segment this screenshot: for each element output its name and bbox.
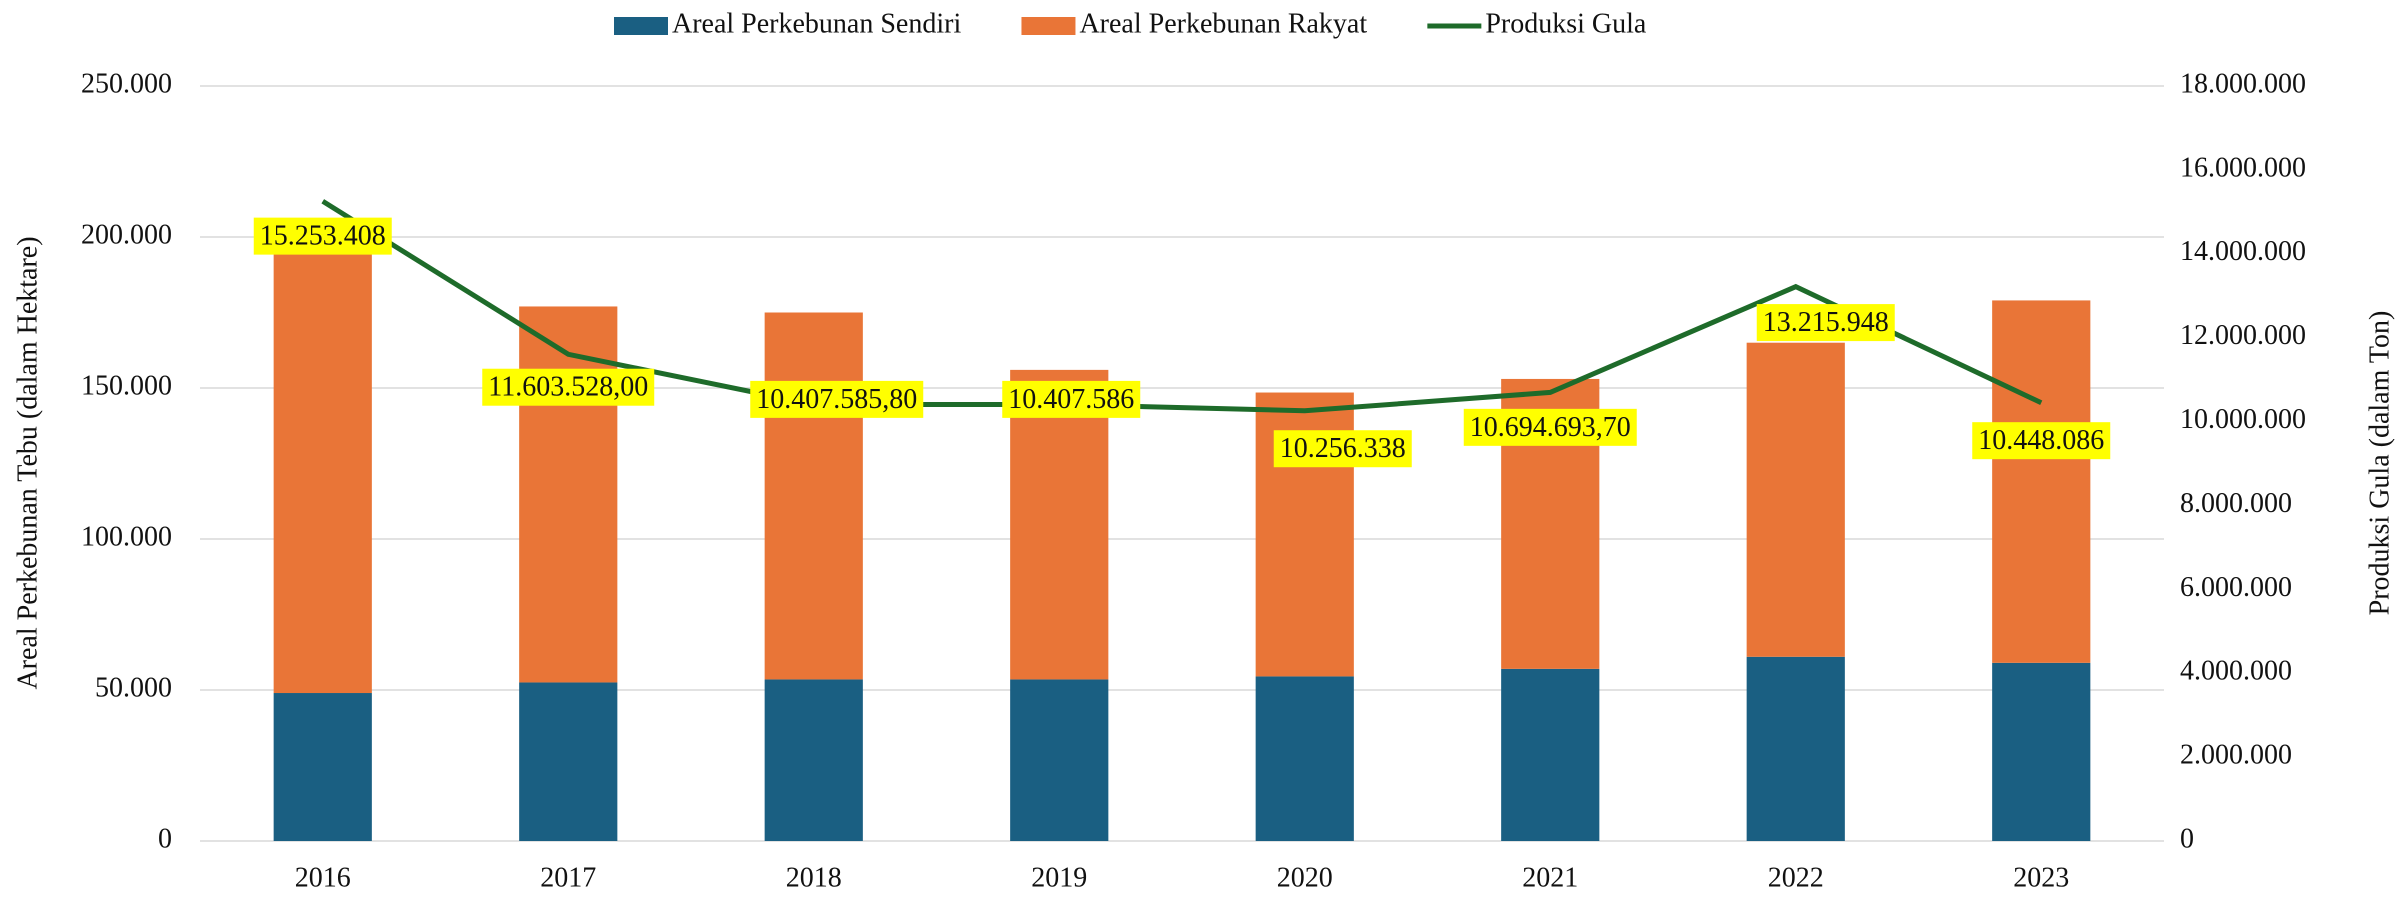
y2-tick-label: 0	[2180, 823, 2194, 854]
legend-label: Produksi Gula	[1485, 8, 1647, 39]
y2-tick-label: 2.000.000	[2180, 740, 2292, 771]
y-tick-label: 250.000	[81, 68, 172, 99]
bar	[519, 682, 618, 841]
bar	[764, 312, 863, 680]
data-label-text: 15.253.408	[260, 221, 386, 252]
data-label-bg	[253, 217, 392, 255]
x-tick-label: 2019	[1031, 862, 1087, 893]
y2-tick-label: 18.000.000	[2180, 68, 2306, 99]
data-label: 15.253.408	[253, 217, 392, 255]
legend-label: Areal Perkebunan Sendiri	[672, 8, 961, 39]
data-label-bg	[482, 368, 655, 406]
legend: Areal Perkebunan Sendiri Areal Perkebunan…	[614, 8, 1647, 39]
x-tick-label: 2017	[540, 862, 596, 893]
data-label-text: 10.407.585,80	[756, 384, 917, 415]
data-label-bg	[1972, 422, 2111, 460]
y2-tick-label: 10.000.000	[2180, 404, 2306, 435]
data-label-text: 11.603.528,00	[488, 372, 648, 403]
data-label: 10.407.585,80	[750, 380, 924, 418]
y-tick-label: 200.000	[81, 219, 172, 250]
data-label-text: 10.256.338	[1280, 433, 1406, 464]
y2-axis-title: Produksi Gula (dalam Ton)	[2364, 311, 2395, 616]
y-tick-label: 150.000	[81, 370, 172, 401]
data-label: 13.215.948	[1756, 304, 1895, 342]
data-label: 10.448.086	[1972, 422, 2111, 460]
legend-swatch	[1021, 17, 1076, 35]
y-tick-label: 0	[158, 823, 172, 854]
x-tick-label: 2022	[1768, 862, 1824, 893]
y2-tick-label: 14.000.000	[2180, 236, 2306, 267]
data-label: 10.407.586	[1002, 380, 1141, 418]
data-label-bg	[1273, 430, 1412, 468]
data-label-bg	[750, 380, 924, 418]
data-label-bg	[1463, 408, 1637, 446]
y2-tick-label: 16.000.000	[2180, 152, 2306, 183]
x-tick-label: 2021	[1522, 862, 1578, 893]
bar	[1010, 679, 1109, 841]
bar	[273, 693, 372, 841]
bar	[1992, 300, 2091, 663]
y2-tick-label: 4.000.000	[2180, 656, 2292, 687]
x-tick-label: 2018	[786, 862, 842, 893]
bar	[1992, 662, 2091, 841]
x-tick-label: 2016	[295, 862, 351, 893]
y2-tick-label: 6.000.000	[2180, 572, 2292, 603]
y-tick-label: 100.000	[81, 521, 172, 552]
data-label: 10.694.693,70	[1463, 408, 1637, 446]
bar	[273, 252, 372, 694]
bar	[1255, 676, 1354, 841]
y2-tick-label: 8.000.000	[2180, 488, 2292, 519]
legend-swatch	[614, 17, 668, 35]
bar	[1501, 668, 1600, 841]
data-label-text: 10.694.693,70	[1470, 412, 1631, 443]
bar	[1746, 342, 1845, 657]
bar	[1746, 656, 1845, 841]
y2-tick-label: 12.000.000	[2180, 320, 2306, 351]
x-tick-label: 2020	[1277, 862, 1333, 893]
line	[321, 199, 2043, 414]
data-label-text: 10.448.086	[1978, 425, 2104, 456]
y-axis-title: Areal Perkebunan Tebu (dalam Hektare)	[12, 236, 43, 689]
bar	[764, 679, 863, 841]
x-tick-label: 2023	[2013, 862, 2069, 893]
data-label-text: 13.215.948	[1763, 307, 1889, 338]
data-label-text: 10.407.586	[1008, 384, 1134, 415]
data-label: 10.256.338	[1273, 430, 1412, 468]
data-label-bg	[1756, 304, 1895, 342]
y-tick-label: 50.000	[95, 672, 172, 703]
data-label: 11.603.528,00	[482, 368, 655, 406]
data-label-bg	[1002, 380, 1141, 418]
legend-label: Areal Perkebunan Rakyat	[1079, 8, 1367, 39]
bar	[1010, 369, 1109, 680]
